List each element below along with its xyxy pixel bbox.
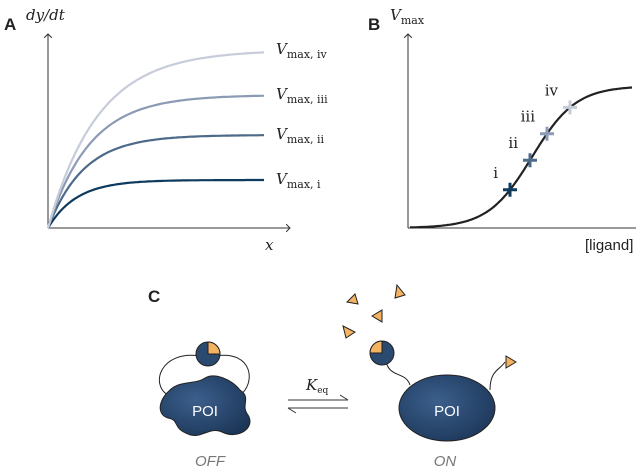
curve-label: Vmax, iii — [276, 85, 328, 106]
point-marker — [503, 182, 517, 197]
linker — [158, 354, 250, 396]
curve — [46, 94, 265, 229]
y-axis-label: dy/dt — [26, 6, 66, 24]
ligand — [207, 341, 221, 355]
point-label: i — [493, 164, 498, 182]
poi-on — [398, 374, 496, 442]
y-axis-label: Vmax — [390, 6, 425, 27]
ligand — [369, 340, 383, 354]
constant-label: Keq — [305, 376, 329, 396]
curve — [46, 51, 265, 229]
curve-label: Vmax, iv — [276, 40, 328, 61]
point-label: ii — [508, 134, 518, 152]
state-label: OFF — [195, 453, 226, 470]
poi-off — [159, 375, 251, 436]
dose-response-curve — [410, 86, 633, 229]
point-label: iv — [545, 81, 559, 99]
curve — [47, 178, 264, 229]
panel-label: C — [148, 287, 160, 306]
state-label: ON — [434, 453, 457, 470]
x-axis-label: x — [265, 236, 274, 254]
protein-label: POI — [192, 403, 218, 420]
curve-label: Vmax, ii — [276, 125, 325, 146]
point-marker — [540, 126, 554, 141]
protein-label: POI — [434, 403, 460, 420]
curve-label: Vmax, i — [276, 170, 321, 191]
point-marker — [563, 100, 577, 115]
panel-label: B — [368, 15, 380, 34]
point-label: iii — [521, 108, 536, 126]
x-axis-label: [ligand] — [585, 237, 633, 254]
curve — [46, 134, 264, 229]
point-marker — [523, 153, 537, 168]
free-ligands — [342, 283, 517, 369]
panel-label: A — [4, 15, 16, 34]
